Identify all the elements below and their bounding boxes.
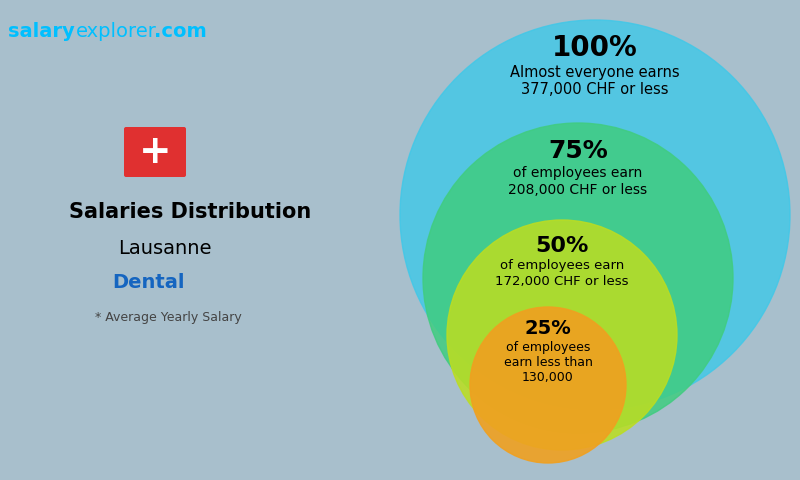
Text: Almost everyone earns: Almost everyone earns [510,64,680,80]
Text: 377,000 CHF or less: 377,000 CHF or less [522,83,669,97]
Text: of employees earn: of employees earn [500,260,624,273]
FancyBboxPatch shape [124,127,186,177]
Text: of employees: of employees [506,340,590,353]
Circle shape [447,220,677,450]
Text: earn less than: earn less than [503,356,593,369]
Text: * Average Yearly Salary: * Average Yearly Salary [94,312,242,324]
Text: 50%: 50% [535,236,589,256]
Text: explorer: explorer [76,22,157,41]
Text: salary: salary [8,22,74,41]
Text: 172,000 CHF or less: 172,000 CHF or less [495,276,629,288]
Text: 75%: 75% [548,139,608,163]
Text: Dental: Dental [112,273,184,291]
Circle shape [423,123,733,433]
Text: +: + [138,133,171,171]
Text: 130,000: 130,000 [522,371,574,384]
Text: Lausanne: Lausanne [118,239,212,257]
Text: 100%: 100% [552,34,638,62]
Text: of employees earn: of employees earn [514,166,642,180]
Circle shape [470,307,626,463]
Text: .com: .com [154,22,206,41]
Text: 208,000 CHF or less: 208,000 CHF or less [509,183,647,197]
Text: 25%: 25% [525,320,571,338]
Circle shape [400,20,790,410]
Text: Salaries Distribution: Salaries Distribution [69,202,311,222]
